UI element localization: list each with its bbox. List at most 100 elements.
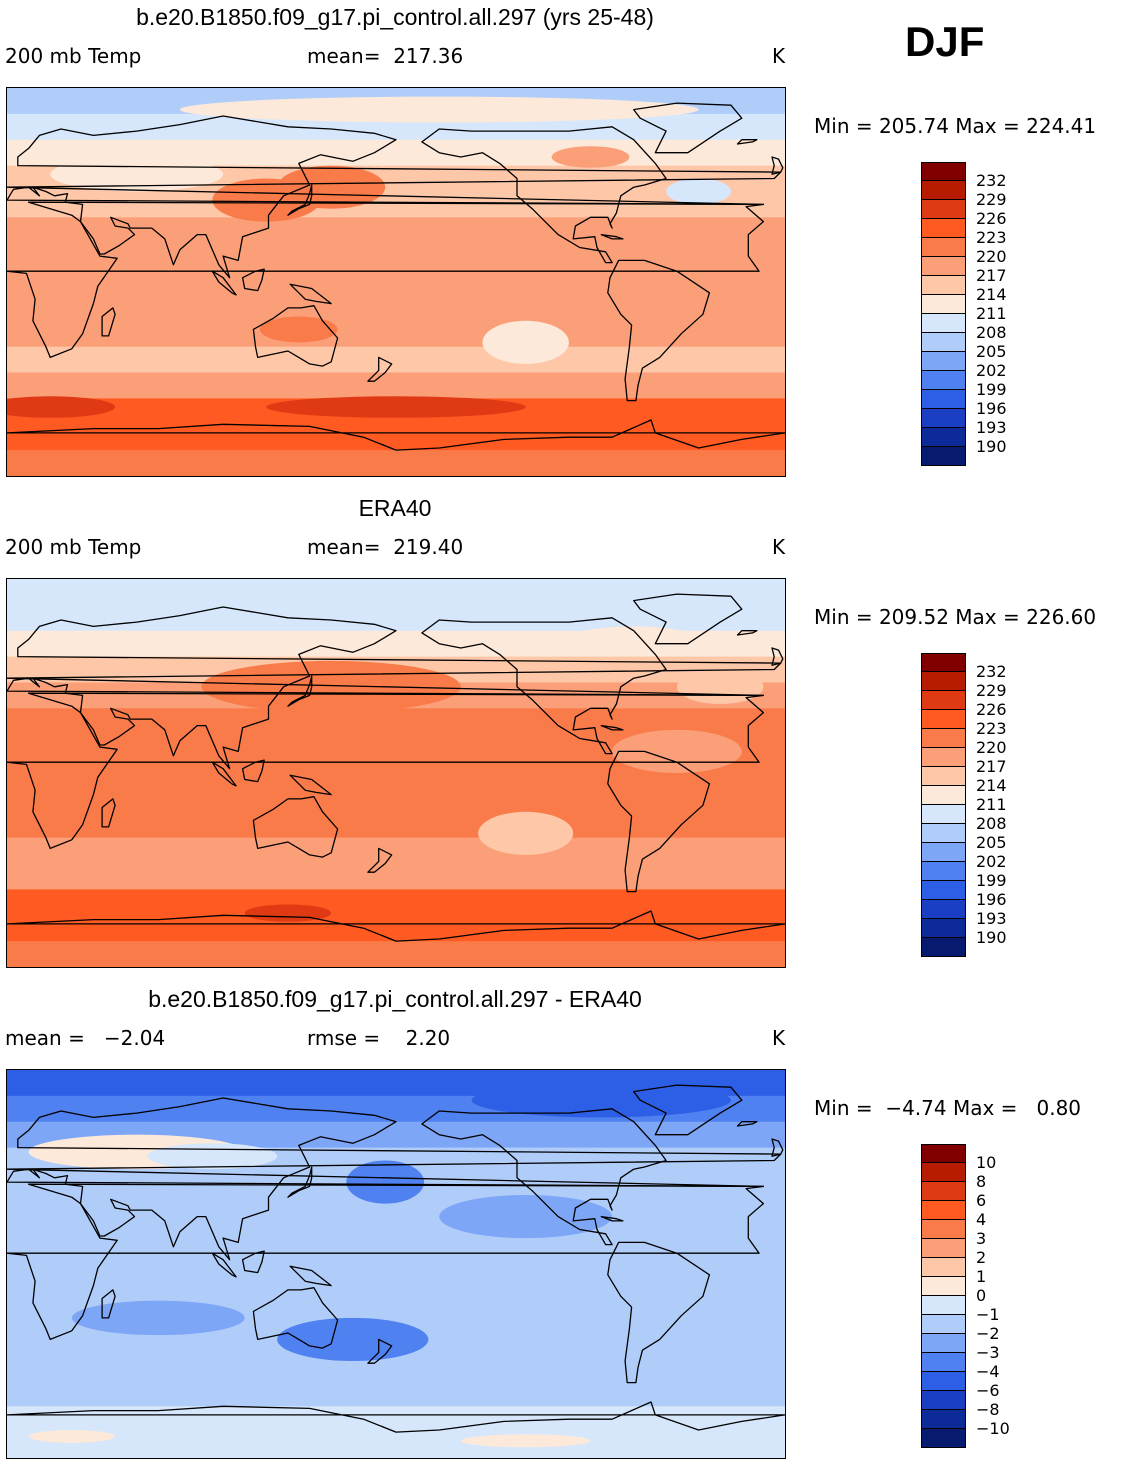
colorbar-swatch (921, 710, 966, 729)
contour-band (7, 1225, 785, 1253)
colorbar-label: 4 (976, 1210, 987, 1229)
colorbar-swatch (921, 257, 966, 276)
contour-band (7, 1251, 785, 1278)
min-max-label: Min = −4.74 Max = 0.80 (814, 1096, 1082, 1120)
coastline (241, 268, 265, 292)
colorbar-label: −2 (976, 1324, 1000, 1343)
colorbar-swatch (921, 1334, 966, 1353)
colorbar-swatch (921, 1239, 966, 1258)
coastline (633, 102, 743, 154)
mean-label: mean = −2.04 (5, 1026, 166, 1050)
colorbar-label: 232 (976, 662, 1007, 681)
coastline (7, 606, 782, 770)
contour-band (7, 889, 785, 917)
units-label: K (772, 535, 786, 559)
colorbar-label: 6 (976, 1191, 987, 1210)
contour-band (7, 1199, 785, 1227)
colorbar-swatch (921, 1144, 966, 1163)
coastline (736, 1121, 758, 1127)
coastline (600, 724, 624, 731)
rmse-label: rmse = 2.20 (307, 1026, 451, 1050)
contour-region (7, 396, 116, 418)
colorbar-label: 226 (976, 209, 1007, 228)
colorbar-swatch (921, 1315, 966, 1334)
colorbar-label: 193 (976, 909, 1007, 928)
colorbar-swatch (921, 314, 966, 333)
colorbar-swatch (921, 786, 966, 805)
colorbar-label: 193 (976, 418, 1007, 437)
contour-region (666, 178, 731, 205)
colorbar: 232 229 226 223 220 217 214 211 208 205 202 199 196 1… (921, 162, 1031, 474)
coastline (287, 675, 313, 707)
contour-band (7, 708, 785, 736)
coastline (600, 233, 624, 240)
colorbar-swatch (921, 200, 966, 219)
coastline (101, 1289, 116, 1319)
panel-obs: ERA40 200 mb Temp mean= 219.40 K Min = 2… (0, 495, 1127, 975)
colorbar-swatch (921, 1410, 966, 1429)
colorbar-swatch (921, 900, 966, 919)
contour-region (277, 165, 386, 209)
contour-band (7, 217, 785, 245)
mean-label: mean= 217.36 (307, 44, 464, 68)
colorbar-label: 1 (976, 1267, 987, 1286)
mean-label: mean= 219.40 (307, 535, 464, 559)
coastline (241, 759, 265, 783)
colorbar-label: 202 (976, 852, 1007, 871)
contour-band (7, 1354, 785, 1382)
coastline (7, 1401, 785, 1433)
map-svg (7, 88, 785, 476)
coastline (289, 1265, 332, 1287)
colorbar-label: −10 (976, 1419, 1010, 1438)
contour-band (7, 320, 785, 348)
colorbar-swatch (921, 295, 966, 314)
panel-title: ERA40 (358, 495, 432, 521)
colorbar-label: 208 (976, 323, 1007, 342)
map-svg (7, 1070, 785, 1458)
colorbar-swatch (921, 1277, 966, 1296)
colorbar-swatch (921, 238, 966, 257)
panel-title: b.e20.B1850.f09_g17.pi_control.all.297 (… (136, 4, 654, 30)
colorbar-label: 199 (976, 380, 1007, 399)
contour-map (6, 578, 786, 968)
colorbar-label: 199 (976, 871, 1007, 890)
season-label: DJF (905, 18, 985, 65)
colorbar-label: 3 (976, 1229, 987, 1248)
min-max-label: Min = 205.74 Max = 224.41 (814, 114, 1097, 138)
units-label: K (772, 1026, 786, 1050)
coastline (252, 796, 339, 858)
colorbar-label: 220 (976, 247, 1007, 266)
coastline (600, 1215, 624, 1222)
colorbar-label: 217 (976, 266, 1007, 285)
colorbar: 10 8 6 4 3 2 1 0 −1 −2 −3 −4 −6 −8 −10 (921, 1144, 1031, 1456)
coastline (7, 115, 782, 279)
colorbar-label: 205 (976, 342, 1007, 361)
colorbar-label: −1 (976, 1305, 1000, 1324)
colorbar-label: 226 (976, 700, 1007, 719)
colorbar-swatch (921, 938, 966, 957)
coastline (211, 1252, 237, 1278)
min-max-label: Min = 209.52 Max = 226.60 (814, 605, 1097, 629)
colorbar-label: 208 (976, 814, 1007, 833)
contour-band (7, 294, 785, 322)
coastline (736, 630, 758, 636)
colorbar-swatch (921, 881, 966, 900)
colorbar-swatch (921, 162, 966, 181)
colorbar-swatch (921, 219, 966, 238)
panel-title: b.e20.B1850.f09_g17.pi_control.all.297 -… (148, 986, 642, 1012)
coastline (287, 184, 313, 216)
colorbar-swatch (921, 352, 966, 371)
contour-band (7, 1432, 785, 1458)
coastline (771, 1138, 784, 1157)
colorbar-label: 232 (976, 171, 1007, 190)
colorbar-label: 0 (976, 1286, 987, 1305)
colorbar-swatch (921, 748, 966, 767)
coastline (101, 798, 116, 828)
coastline (736, 139, 758, 145)
contour-band (7, 269, 785, 296)
contour-region (676, 669, 764, 705)
colorbar-label: 229 (976, 681, 1007, 700)
coastline (241, 1250, 265, 1274)
coastline (211, 270, 237, 296)
coastline (7, 692, 765, 850)
